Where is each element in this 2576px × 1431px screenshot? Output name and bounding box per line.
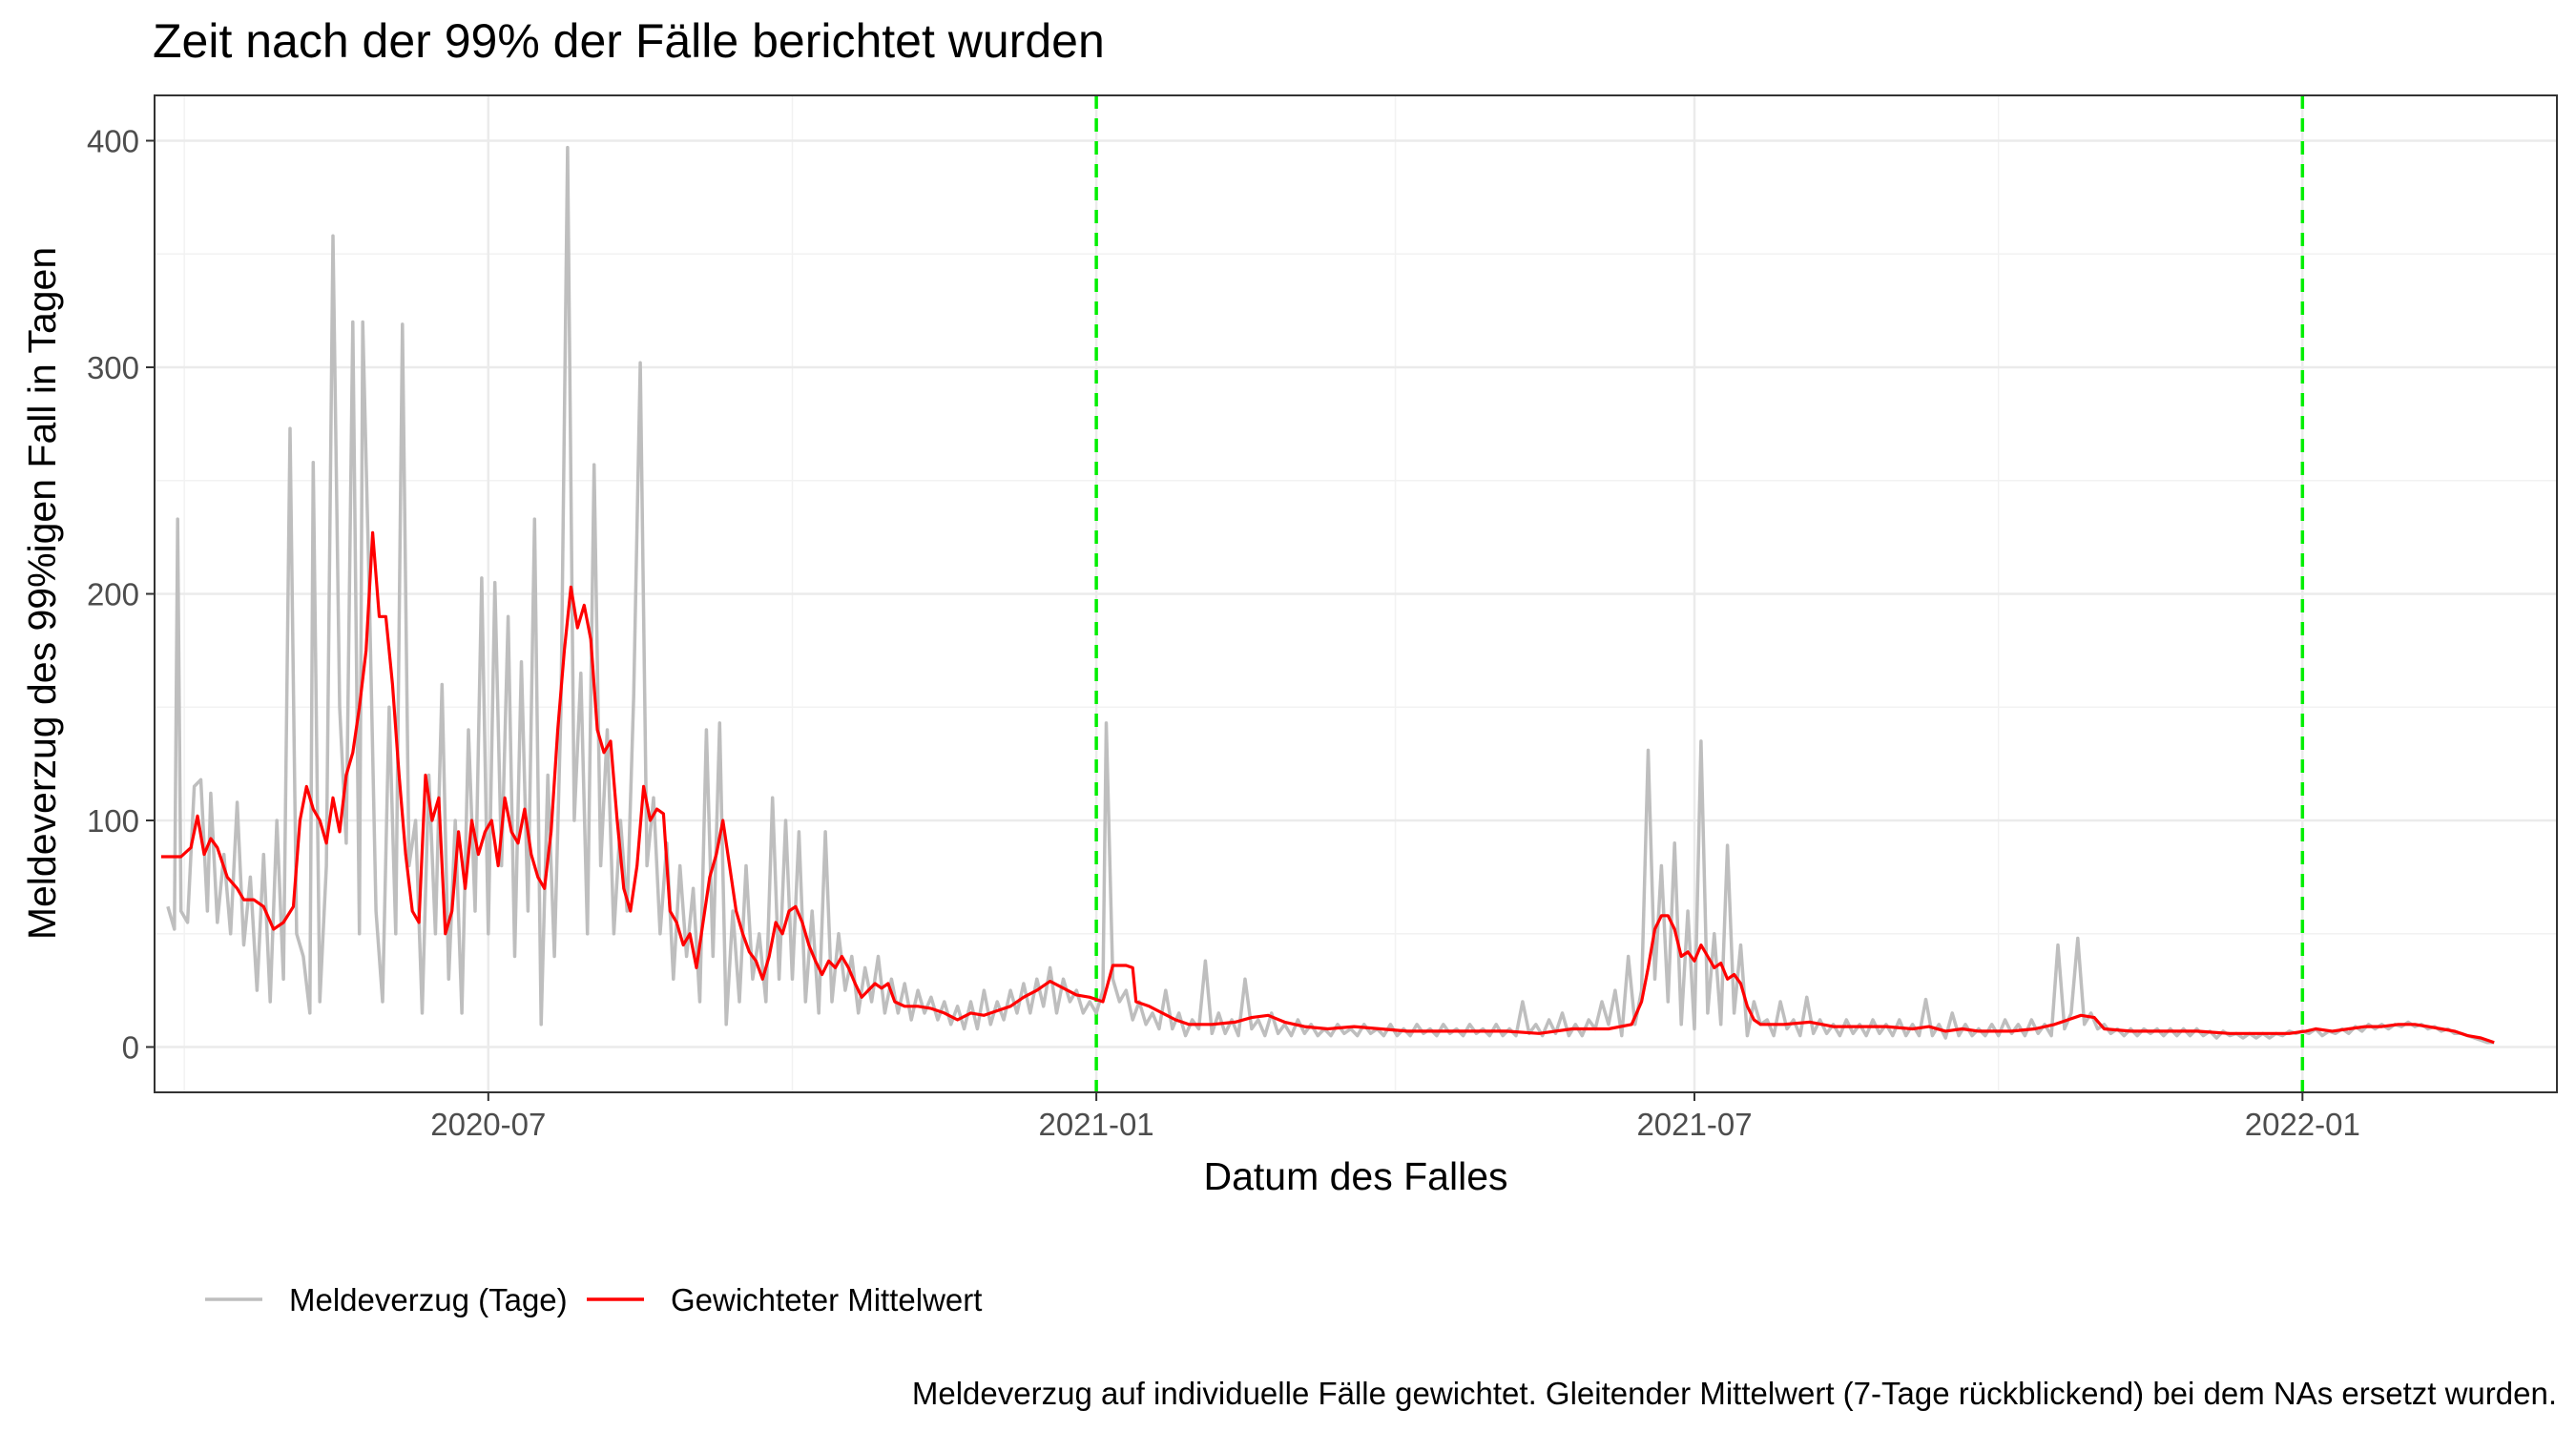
series-line-meldeverzug <box>166 145 2495 1045</box>
x-tick-label: 2022-01 <box>2245 1107 2360 1142</box>
y-tick-label: 100 <box>87 803 139 839</box>
y-axis: 0 100 200 300 400 <box>87 124 155 1066</box>
series-line-gewichteter-mittelwert <box>160 530 2495 1045</box>
gridlines <box>155 95 2557 1092</box>
legend: Meldeverzug (Tage) Gewichteter Mittelwert <box>205 1282 982 1317</box>
x-axis-title: Datum des Falles <box>1203 1154 1507 1198</box>
y-axis-title: Meldeverzug des 99%igen Fall in Tagen <box>20 247 64 940</box>
y-tick-label: 400 <box>87 124 139 159</box>
x-tick-label: 2020-07 <box>430 1107 546 1142</box>
y-tick-label: 0 <box>122 1030 139 1066</box>
legend-label: Gewichteter Mittelwert <box>671 1282 982 1317</box>
x-tick-label: 2021-07 <box>1636 1107 1752 1142</box>
reference-lines <box>1094 95 2305 1092</box>
y-tick-label: 200 <box>87 577 139 612</box>
x-tick-label: 2021-01 <box>1039 1107 1154 1142</box>
x-axis: 2020-07 2021-01 2021-07 2022-01 <box>430 1092 2360 1142</box>
y-tick-label: 300 <box>87 350 139 385</box>
legend-label: Meldeverzug (Tage) <box>289 1282 568 1317</box>
chart-title: Zeit nach der 99% der Fälle berichtet wu… <box>153 14 1105 68</box>
chart-caption: Meldeverzug auf individuelle Fälle gewic… <box>912 1376 2557 1411</box>
plot-panel <box>154 94 2558 1093</box>
